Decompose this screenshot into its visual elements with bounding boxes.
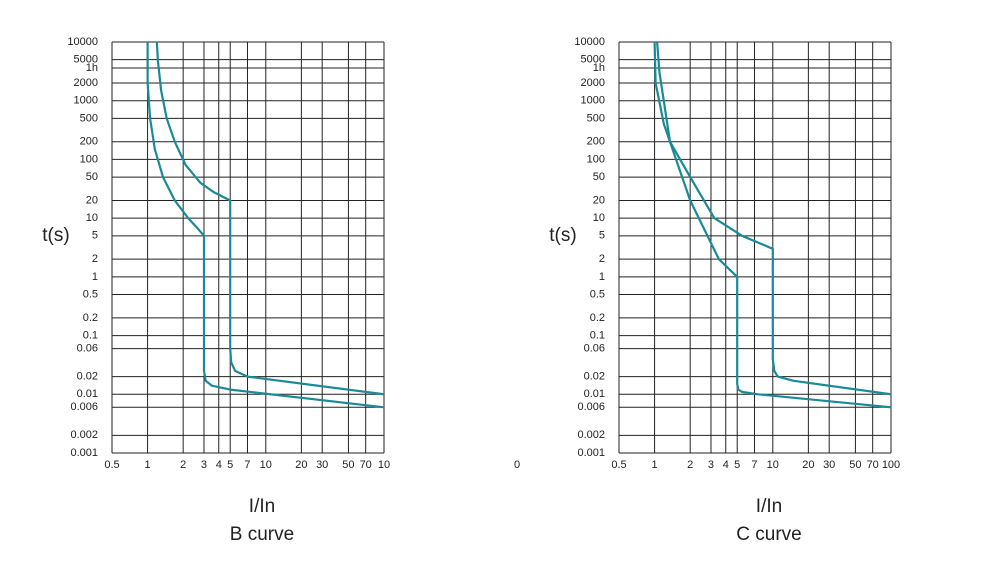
chart-title: B curve [230,524,294,545]
y-tick-label: 0.002 [577,429,605,441]
y-tick-label: 0.2 [590,312,605,324]
y-tick-label: 10 [86,212,98,224]
x-axis-label: I/In [249,496,275,517]
x-tick-label: 50 [849,459,861,471]
y-tick-label: 5 [92,230,98,242]
y-tick-label: 0.01 [584,388,605,400]
curve [146,42,385,409]
x-tick-label: 10 [260,459,272,471]
x-tick-label: 20 [802,459,814,471]
y-tick-label: 0.02 [77,371,98,383]
y-tick-label: 10000 [67,36,98,48]
x-tick-label: 0.5 [104,459,119,471]
y-tick-label: 5000 [74,54,98,66]
y-tick-label: 0.5 [83,288,98,300]
x-tick-label: 7 [751,459,757,471]
y-tick-label: 0.002 [70,429,98,441]
y-tick-label: 1000 [74,95,98,107]
y-tick-label: 0.01 [77,388,98,400]
x-tick-label: 100 [882,459,900,471]
y-tick-label: 2000 [74,77,98,89]
y-tick-label: 0.06 [77,343,98,355]
y-axis-label: t(s) [42,225,69,246]
y-tick-label: 10000 [574,36,605,48]
y-tick-label: 200 [80,136,98,148]
y-tick-label: 2 [92,253,98,265]
y-tick-label: 5 [599,230,605,242]
x-tick-label: 10 [378,459,390,471]
y-tick-label: 0.006 [70,401,98,413]
y-tick-label: 20 [86,194,98,206]
x-tick-label: 1 [145,459,151,471]
y-tick-label: 0.001 [577,447,605,459]
curve [653,41,892,409]
y-tick-label: 1 [599,271,605,283]
x-tick-label: 30 [316,459,328,471]
x-tick-label: 2 [687,459,693,471]
y-tick-label: 1 [92,271,98,283]
curve [656,41,892,396]
y-tick-label: 5000 [581,54,605,66]
y-tick-label: 50 [593,171,605,183]
y-tick-label: 0.006 [577,401,605,413]
x-axis-label: I/In [756,496,782,517]
y-tick-label: 100 [80,153,98,165]
annotation: 0 [514,459,520,471]
x-tick-label: 10 [767,459,779,471]
y-tick-label: 0.02 [584,371,605,383]
x-tick-label: 50 [342,459,354,471]
y-tick-label: 1000 [581,95,605,107]
y-tick-label: 0.001 [70,447,98,459]
y-tick-label: 0.1 [590,329,605,341]
y-tick-label: 50 [86,171,98,183]
y-tick-label: 10 [593,212,605,224]
x-tick-label: 4 [216,459,222,471]
x-tick-label: 20 [295,459,307,471]
x-tick-label: 70 [360,459,372,471]
x-tick-label: 3 [708,459,714,471]
x-tick-label: 70 [867,459,879,471]
y-tick-label: 20 [593,194,605,206]
y-tick-label: 1h [86,62,98,74]
x-tick-label: 2 [180,459,186,471]
x-tick-label: 30 [823,459,835,471]
y-tick-label: 0.2 [83,312,98,324]
y-tick-label: 100 [587,153,605,165]
y-tick-label: 500 [587,112,605,124]
y-tick-label: 2000 [581,77,605,89]
x-tick-label: 7 [244,459,250,471]
y-tick-label: 0.1 [83,329,98,341]
x-tick-label: 5 [227,459,233,471]
y-tick-label: 1h [593,62,605,74]
x-tick-label: 5 [734,459,740,471]
y-tick-label: 0.06 [584,343,605,355]
x-tick-label: 0.5 [611,459,626,471]
curve [155,41,385,396]
y-tick-label: 0.5 [590,288,605,300]
x-tick-label: 1 [652,459,658,471]
y-axis-label: t(s) [549,225,576,246]
x-tick-label: 3 [201,459,207,471]
y-tick-label: 2 [599,253,605,265]
x-tick-label: 4 [723,459,729,471]
y-tick-label: 500 [80,112,98,124]
chart-title: C curve [736,524,801,545]
y-tick-label: 200 [587,136,605,148]
